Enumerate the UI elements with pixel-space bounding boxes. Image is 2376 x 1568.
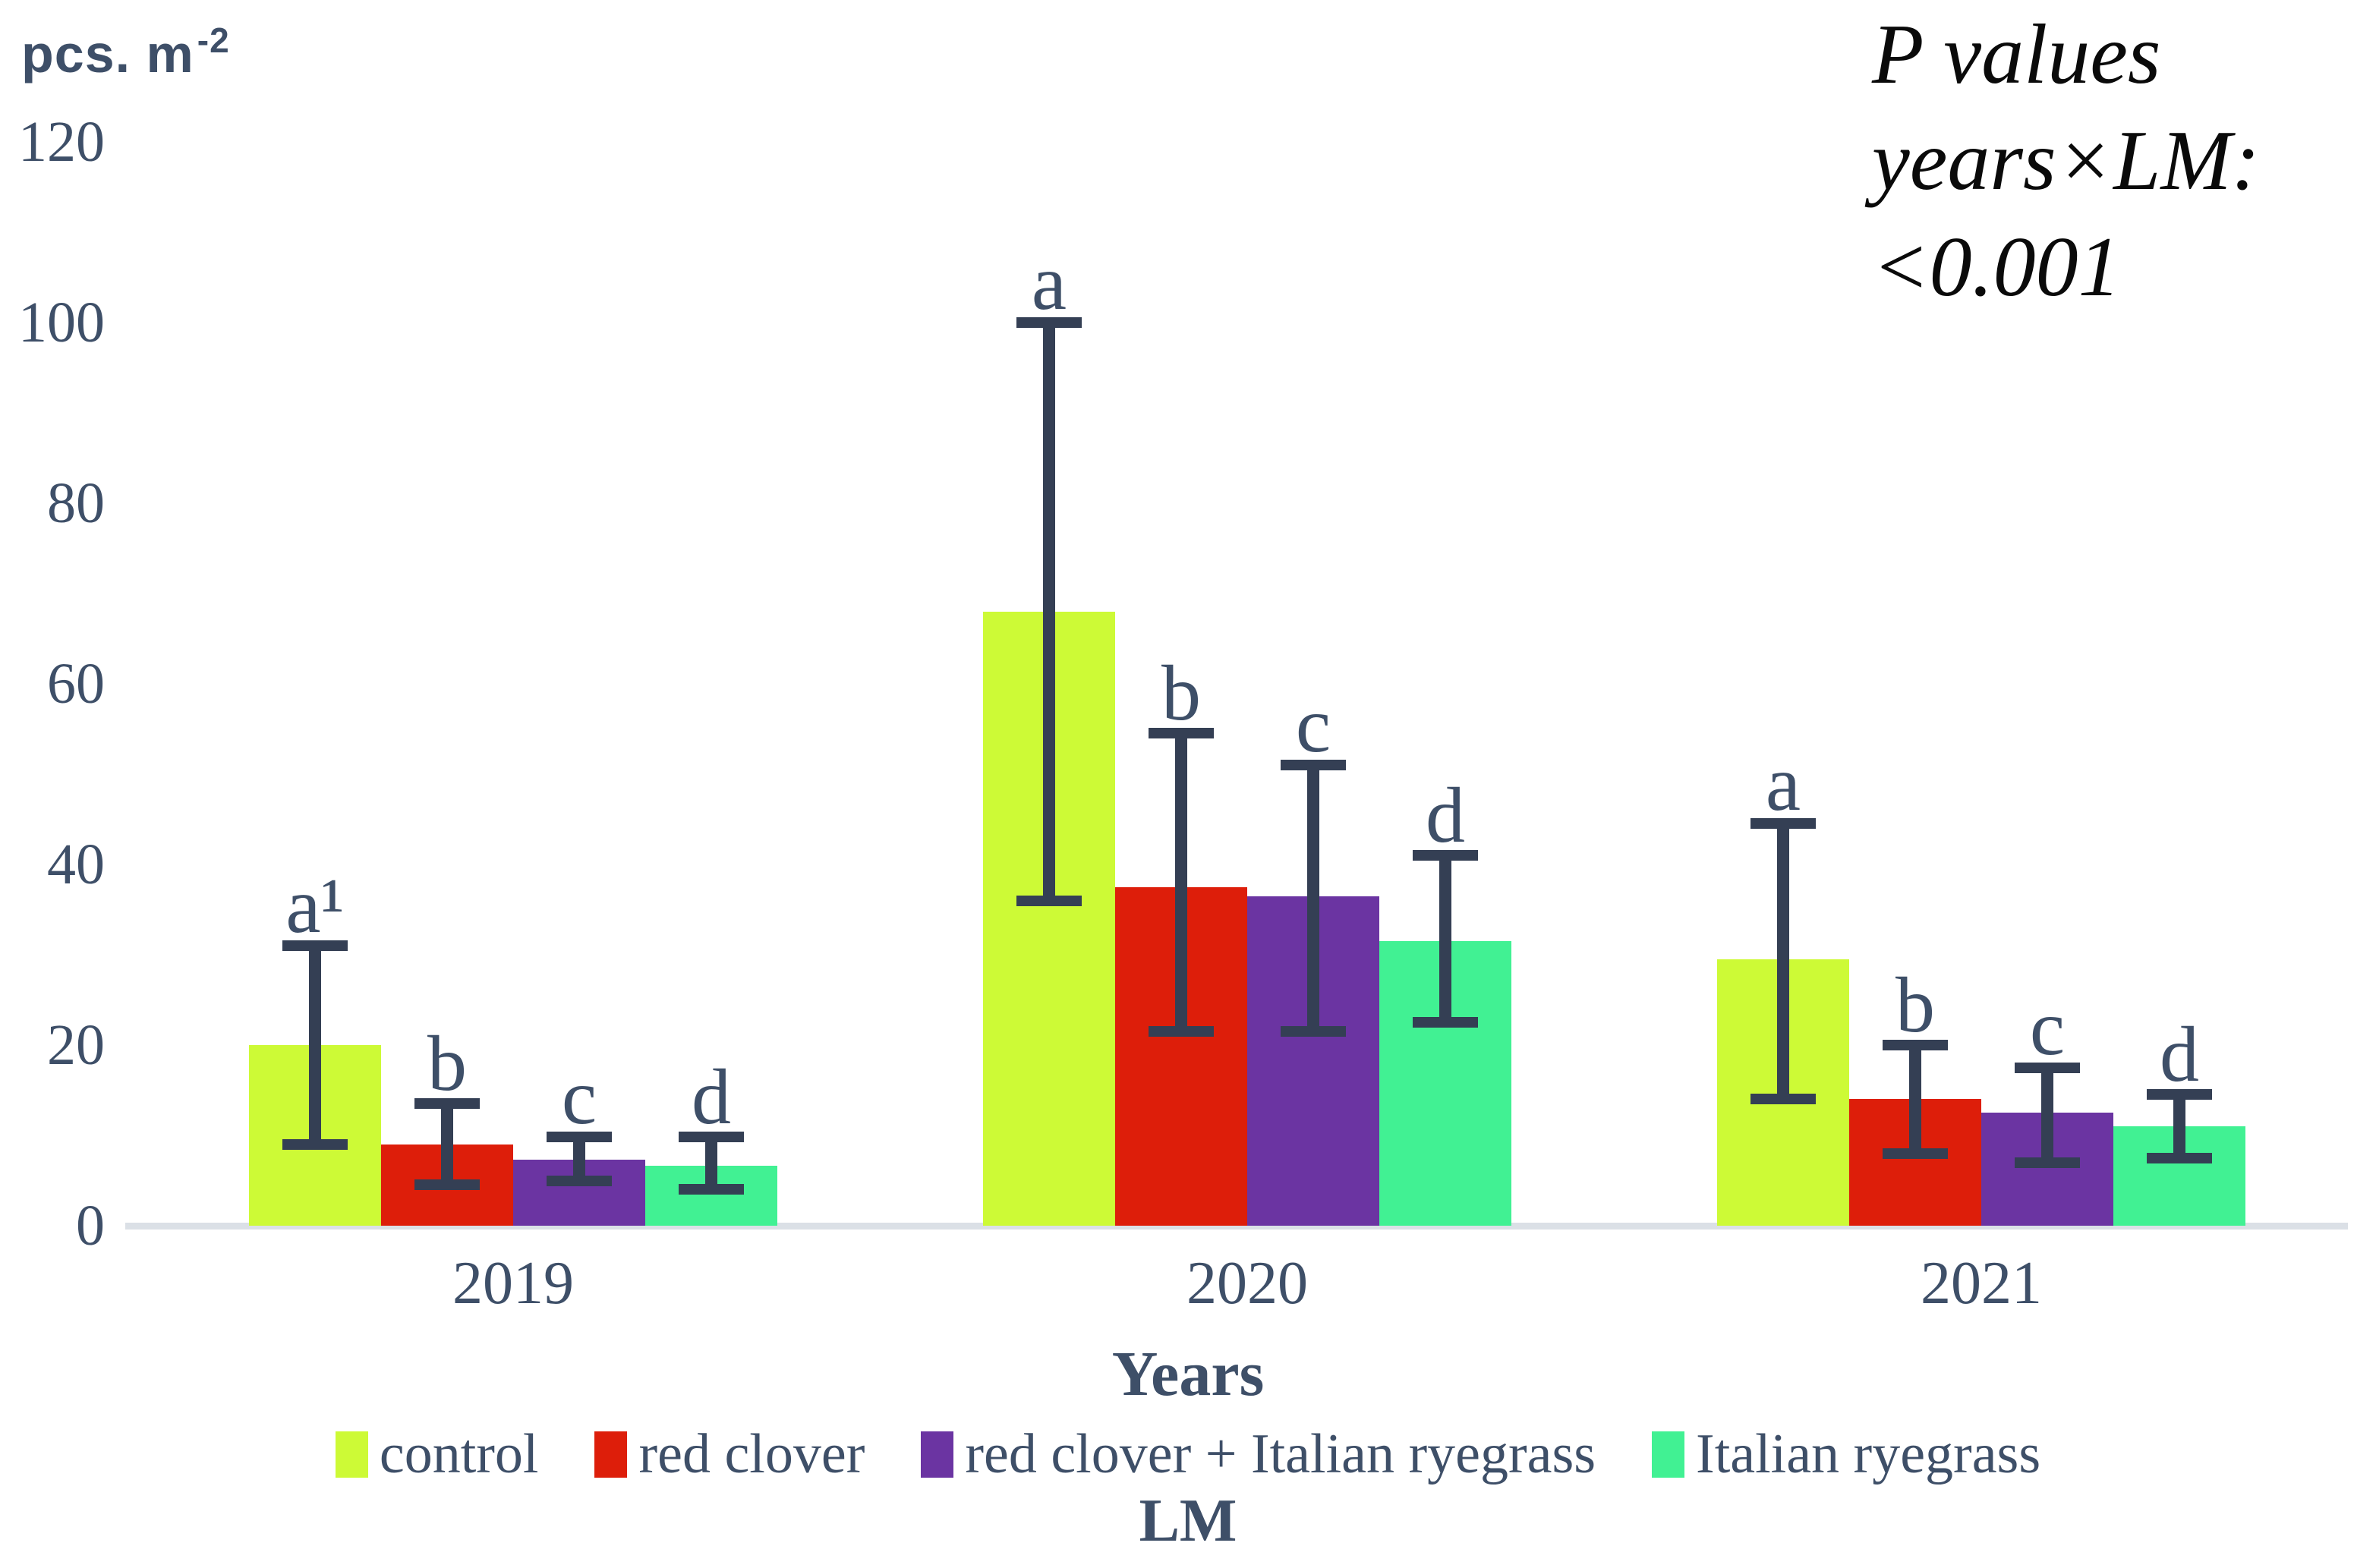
error-bar-top-cap — [282, 940, 348, 952]
significance-letter: b — [427, 1020, 467, 1108]
significance-letter: a — [1765, 740, 1801, 828]
error-bar-top-cap — [1413, 850, 1478, 861]
error-bar-bottom-cap — [547, 1175, 612, 1186]
error-bar-bottom-cap — [282, 1138, 348, 1150]
error-bar-top-cap — [679, 1132, 744, 1143]
error-bar-line — [2041, 1067, 2053, 1163]
error-bar-top-cap — [1149, 728, 1214, 739]
error-bar-line — [573, 1137, 585, 1181]
error-bar-bottom-cap — [2147, 1152, 2212, 1163]
error-bar-bottom-cap — [679, 1184, 744, 1195]
pvalues-annotation: P values years×LM: <0.001 — [1872, 2, 2260, 320]
error-bar-line — [705, 1137, 717, 1190]
y-axis-unit-label: pcs. m-2 — [21, 20, 230, 84]
legend-label: Italian ryegrass — [1696, 1423, 2041, 1485]
error-bar-top-cap — [414, 1098, 480, 1110]
error-bar-bottom-cap — [1016, 895, 1082, 906]
significance-letter: c — [1295, 682, 1331, 770]
error-bar-bottom-cap — [414, 1179, 480, 1191]
legend-swatch — [594, 1431, 628, 1478]
error-bar-top-cap — [1016, 317, 1082, 328]
y-tick-label: 0 — [76, 1194, 105, 1258]
y-axis-unit-exponent: -2 — [197, 20, 230, 60]
error-bar-line — [1439, 855, 1451, 1023]
legend-swatch — [921, 1431, 954, 1478]
legend-item: red clover + Italian ryegrass — [921, 1425, 1596, 1483]
legend-item: red clover — [594, 1425, 865, 1483]
legend-swatch — [335, 1431, 368, 1478]
error-bar-bottom-cap — [1149, 1026, 1214, 1037]
error-bar-line — [309, 946, 321, 1145]
y-tick-label: 60 — [47, 652, 105, 716]
legend-item: control — [335, 1423, 539, 1485]
significance-letter: c — [561, 1053, 597, 1141]
significance-letter: d — [1426, 772, 1465, 860]
pvalues-line-1: P values — [1872, 8, 2161, 102]
x-tick-label: 2021 — [1921, 1250, 2042, 1317]
x-tick-label: 2019 — [452, 1250, 574, 1317]
significance-letter: b — [1161, 650, 1201, 738]
pvalues-line-2: years×LM: — [1872, 114, 2261, 208]
significance-letter: c — [2029, 984, 2066, 1072]
error-bar-line — [441, 1104, 453, 1185]
error-bar-bottom-cap — [1883, 1148, 1948, 1159]
error-bar-top-cap — [2147, 1089, 2212, 1100]
error-bar-line — [1043, 323, 1055, 901]
significance-letter: a — [1031, 239, 1067, 326]
legend-title: LM — [1139, 1488, 1237, 1554]
y-tick-label: 100 — [18, 291, 105, 354]
error-bar-bottom-cap — [2015, 1157, 2080, 1168]
x-tick-label: 2020 — [1186, 1250, 1308, 1317]
x-axis-line — [125, 1223, 2348, 1230]
error-bar-line — [2173, 1094, 2185, 1158]
x-axis-title: Years — [1111, 1339, 1265, 1409]
legend: control red clover red clover + Italian ry… — [0, 1425, 2376, 1483]
y-tick-label: 40 — [47, 833, 105, 896]
legend-swatch — [1652, 1431, 1685, 1478]
y-tick-label: 20 — [47, 1013, 105, 1077]
error-bar-top-cap — [2015, 1062, 2080, 1073]
error-bar-line — [1777, 823, 1789, 1100]
legend-label: red clover — [638, 1423, 865, 1485]
legend-label: control — [379, 1423, 539, 1485]
pvalues-line-3: <0.001 — [1872, 220, 2121, 314]
error-bar-top-cap — [1750, 818, 1816, 830]
error-bar-top-cap — [1883, 1040, 1948, 1050]
y-axis-unit-base: pcs. m — [21, 24, 194, 83]
significance-letter: a¹ — [285, 862, 345, 950]
significance-letter: d — [2160, 1011, 2199, 1099]
error-bar-top-cap — [1281, 760, 1346, 771]
error-bar-bottom-cap — [1281, 1026, 1346, 1037]
error-bar-bottom-cap — [1750, 1094, 1816, 1105]
error-bar-line — [1175, 733, 1187, 1032]
legend-label: red clover + Italian ryegrass — [965, 1423, 1596, 1485]
y-tick-label: 120 — [18, 110, 105, 174]
error-bar-bottom-cap — [1413, 1017, 1478, 1028]
error-bar-line — [1307, 765, 1319, 1032]
error-bar-top-cap — [547, 1132, 612, 1143]
significance-letter: b — [1895, 962, 1935, 1049]
legend-item: Italian ryegrass — [1652, 1425, 2040, 1483]
y-tick-label: 80 — [47, 471, 105, 535]
significance-letter: d — [692, 1053, 731, 1141]
error-bar-line — [1909, 1045, 1921, 1154]
